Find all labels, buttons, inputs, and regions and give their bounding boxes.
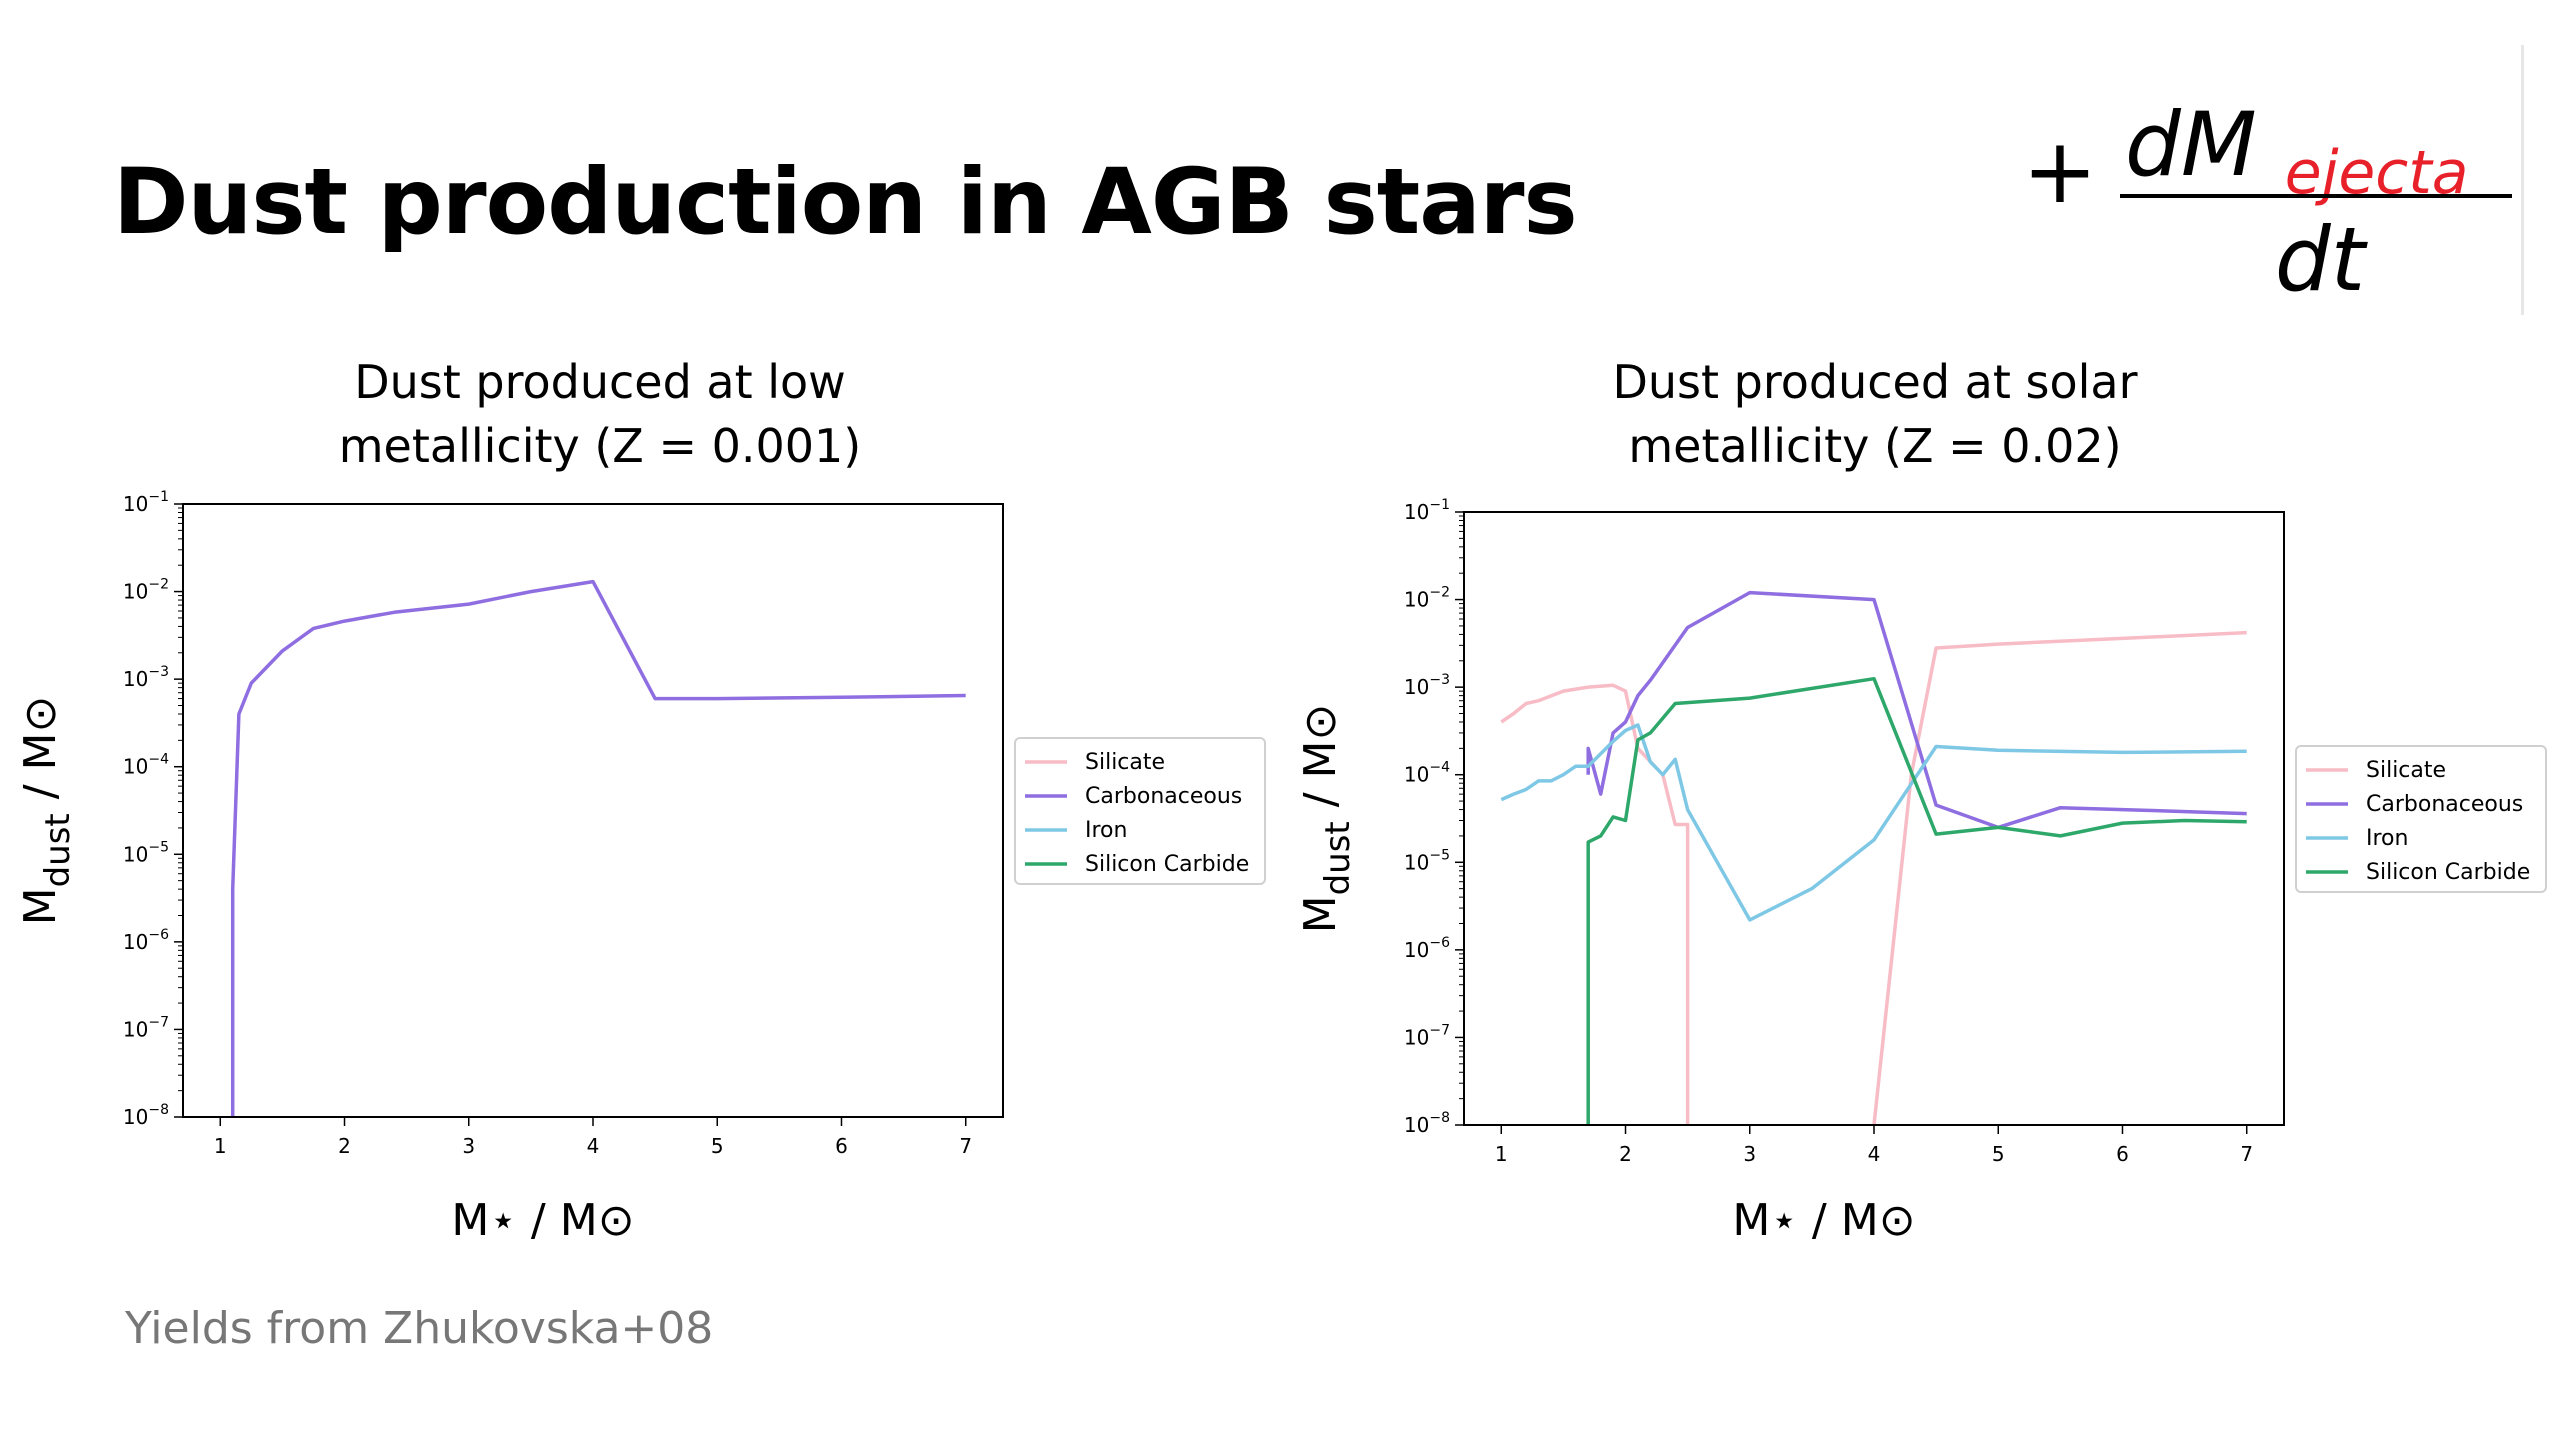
chart-right: 1 2 3 4 5 6 7 10−8 10−7 10−6 10−5 10−4 10−3 10−2 10−1 M… [1295, 497, 2547, 1246]
y-axis-label: Mdust / M⊙ [1295, 704, 1358, 934]
y-axis-label: Mdust / M⊙ [15, 696, 78, 926]
x-tick-label: 1 [214, 1134, 227, 1158]
legend-label: Iron [2366, 826, 2408, 851]
legend-box [1014, 737, 1266, 885]
y-tick-label: 10−6 [123, 927, 169, 954]
x-tick-label: 7 [959, 1134, 972, 1158]
x-tick-label: 5 [1992, 1142, 2005, 1166]
y-tick-label: 10−3 [1404, 672, 1450, 699]
footnote-citation: Yields from Zhukovska+08 [125, 1303, 714, 1354]
x-tick-label: 4 [1868, 1142, 1881, 1166]
formula-numerator: dM [2125, 93, 2257, 196]
series-line-carbonaceous [1586, 590, 2247, 830]
series-line-silicon-carbide [1586, 676, 2247, 1125]
x-tick-label: 1 [1495, 1142, 1508, 1166]
series-line-carbonaceous [230, 579, 966, 1117]
formula-divider [2521, 45, 2524, 315]
y-tick-label: 10−7 [123, 1014, 169, 1041]
chart-left-title-line-1: Dust produced at low [354, 355, 846, 409]
legend-label: Silicate [1085, 750, 1165, 775]
plot-lines [1500, 590, 2247, 1125]
x-tick-label: 6 [2116, 1142, 2129, 1166]
x-axis-label: M⋆ / M⊙ [451, 1195, 634, 1246]
y-tick-label: 10−1 [1404, 497, 1450, 524]
legend-label: Carbonaceous [2366, 792, 2523, 817]
x-tick-label: 6 [835, 1134, 848, 1158]
formula-plus: + [2022, 119, 2097, 224]
x-axis-label: M⋆ / M⊙ [1732, 1195, 1915, 1246]
legend-label: Iron [1085, 818, 1127, 843]
y-tick-label: 10−8 [1404, 1110, 1450, 1137]
y-tick-label: 10−3 [123, 664, 169, 691]
y-tick-label: 10−1 [123, 489, 169, 516]
legend: Silicate Carbonaceous Iron Silicon Carbide [1014, 737, 1266, 885]
legend-box [2295, 745, 2547, 893]
x-tick-label: 3 [462, 1134, 475, 1158]
chart-right-title-line-2: metallicity (Z = 0.02) [1628, 419, 2122, 473]
chart-left-title-line-2: metallicity (Z = 0.001) [338, 419, 862, 473]
legend-label: Silicate [2366, 758, 2446, 783]
x-tick-label: 5 [711, 1134, 724, 1158]
y-tick-label: 10−4 [1404, 760, 1450, 787]
y-tick-label: 10−8 [123, 1102, 169, 1129]
chart-left: 1 2 3 4 5 6 7 10−8 10−7 10−6 10−5 10−4 10−3 10−2 10−1 M… [15, 489, 1266, 1246]
y-tick-label: 10−7 [1404, 1022, 1450, 1049]
legend: Silicate Carbonaceous Iron Silicon Carbide [2295, 745, 2547, 893]
legend-label: Silicon Carbide [2366, 860, 2530, 885]
chart-left-title: Dust produced at low metallicity (Z = 0.… [150, 350, 1050, 478]
plot-lines [230, 579, 966, 1117]
x-tick-label: 2 [338, 1134, 351, 1158]
y-tick-label: 10−6 [1404, 935, 1450, 962]
x-tick-label: 3 [1743, 1142, 1756, 1166]
series-line-silicate [1500, 683, 1690, 1125]
x-tick-label: 4 [587, 1134, 600, 1158]
svg-text:dM ejecta: dM ejecta [2125, 93, 2469, 208]
legend-label: Carbonaceous [1085, 784, 1242, 809]
legend-label: Silicon Carbide [1085, 852, 1249, 877]
x-tick-label: 2 [1619, 1142, 1632, 1166]
series-line-iron [1500, 723, 2247, 922]
mass-loss-formula: + dM ejecta dt [2022, 93, 2512, 311]
y-tick-label: 10−2 [1404, 585, 1450, 612]
chart-right-title-line-1: Dust produced at solar [1612, 355, 2138, 409]
y-tick-label: 10−5 [1404, 847, 1450, 874]
x-tick-label: 7 [2240, 1142, 2253, 1166]
y-tick-label: 10−5 [123, 839, 169, 866]
formula-denominator: dt [2275, 208, 2369, 311]
series-line-silicate-b [1872, 630, 2247, 1125]
chart-right-title: Dust produced at solar metallicity (Z = … [1425, 350, 2325, 478]
y-tick-label: 10−4 [123, 752, 169, 779]
plot-frame [182, 503, 1004, 1118]
y-tick-label: 10−2 [123, 577, 169, 604]
slide-title: Dust production in AGB stars [113, 150, 1578, 255]
